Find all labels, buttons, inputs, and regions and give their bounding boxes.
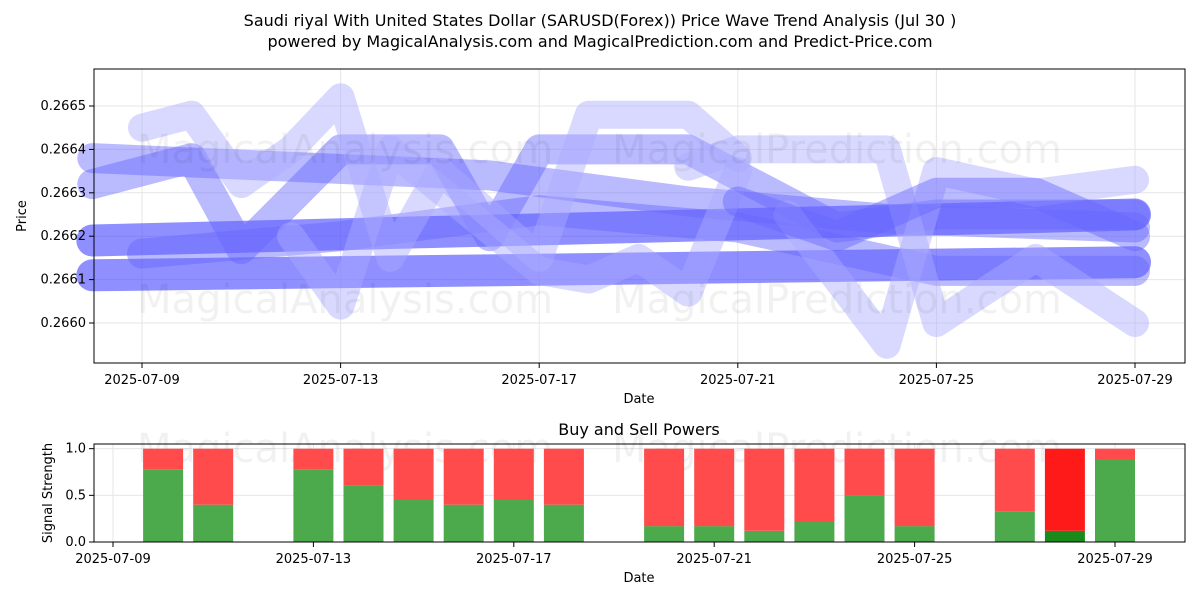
bar-x-tick-label: 2025-07-29 — [1077, 552, 1153, 567]
price-y-tick-label: 0.2665 — [41, 99, 87, 114]
buy-bar — [1044, 530, 1085, 542]
sell-bar — [744, 448, 785, 531]
sell-bar — [894, 448, 935, 527]
watermark-bottom-left: MagicalAnalysis.com — [137, 277, 553, 323]
price-wave-wave-1 — [76, 198, 1151, 257]
price-y-tick-label: 0.2663 — [41, 186, 87, 201]
price-axes: 2025-07-09 2025-07-13 2025-07-17 2025-07-21… — [41, 99, 1173, 388]
chart-subtitle: powered by MagicalAnalysis.com and Magic… — [267, 32, 932, 51]
bar-axes: 2025-07-09 2025-07-13 2025-07-17 2025-07-21… — [65, 442, 1152, 567]
sell-bar — [443, 448, 484, 505]
price-x-tick-label: 2025-07-25 — [899, 373, 975, 388]
sell-bar — [193, 448, 234, 505]
sell-bar — [343, 448, 384, 486]
watermark-bottom-right: MagicalPrediction.com — [612, 277, 1062, 323]
bar-x-tick-label: 2025-07-21 — [676, 552, 752, 567]
buy-bar — [143, 469, 184, 542]
buy-bar — [844, 495, 885, 542]
bar-y-tick-label: 0.0 — [65, 535, 86, 550]
sell-bar — [493, 448, 534, 500]
price-wave-wave-3 — [77, 134, 1150, 265]
price-plot-frame — [93, 68, 1186, 364]
bar-watermarks: MagicalAnalysis.com MagicalPrediction.co… — [137, 426, 1062, 472]
price-y-tick-label: 0.2660 — [41, 316, 87, 331]
bar-x-tick-label: 2025-07-17 — [476, 552, 552, 567]
sell-bar — [994, 448, 1035, 512]
buy-bar — [994, 511, 1035, 542]
bar-x-tick-label: 2025-07-13 — [276, 552, 352, 567]
watermark-bar-right: MagicalPrediction.com — [612, 426, 1062, 472]
price-x-axis-label: Date — [623, 392, 654, 407]
price-wave-wave-6 — [128, 83, 752, 272]
price-x-tick-label: 2025-07-29 — [1097, 373, 1173, 388]
bar-y-tick-label: 1.0 — [65, 442, 86, 457]
price-wave-wave-5 — [127, 195, 1150, 286]
buy-bar — [1095, 458, 1135, 542]
buy-bar — [393, 500, 434, 542]
watermark-top-right: MagicalPrediction.com — [612, 127, 1062, 173]
bar-series — [143, 448, 1135, 542]
buy-bar — [894, 526, 935, 542]
price-x-tick-label: 2025-07-21 — [700, 373, 776, 388]
bar-chart-title: Buy and Sell Powers — [558, 420, 720, 439]
price-x-tick-label: 2025-07-09 — [104, 373, 180, 388]
price-x-tick-label: 2025-07-13 — [303, 373, 379, 388]
bar-x-tick-label: 2025-07-09 — [75, 552, 151, 567]
buy-bar — [193, 504, 234, 542]
sell-bar — [293, 448, 334, 470]
price-x-tick-label: 2025-07-17 — [501, 373, 577, 388]
sell-bar — [644, 448, 685, 527]
sell-bar — [844, 448, 885, 496]
price-wave-wave-8 — [674, 135, 1149, 337]
buy-bar — [794, 521, 835, 542]
bar-x-axis-label: Date — [623, 571, 654, 586]
sell-bar — [794, 448, 835, 522]
buy-bar — [543, 504, 584, 542]
price-waves — [76, 83, 1151, 359]
price-wave-wave-4 — [77, 143, 1150, 243]
buy-bar — [493, 500, 534, 542]
buy-bar — [443, 504, 484, 542]
sell-bar — [1044, 448, 1085, 531]
watermark-top-left: MagicalAnalysis.com — [137, 127, 553, 173]
sell-bar — [1095, 448, 1135, 459]
price-wave-wave-9 — [773, 157, 1149, 359]
price-wave-wave-2 — [76, 246, 1151, 292]
buy-bar — [694, 526, 735, 542]
buy-bar — [293, 469, 334, 542]
price-watermarks: MagicalAnalysis.com MagicalPrediction.co… — [137, 127, 1062, 323]
buy-bar — [343, 485, 384, 542]
bar-y-tick-label: 0.5 — [65, 488, 86, 503]
price-wave-wave-7 — [277, 135, 752, 320]
buy-bar — [644, 526, 685, 542]
chart-title: Saudi riyal With United States Dollar (S… — [244, 11, 957, 30]
bar-y-axis-label: Signal Strength — [41, 443, 56, 543]
price-y-axis-label: Price — [15, 200, 30, 232]
sell-bar — [694, 448, 735, 527]
price-y-tick-label: 0.2661 — [41, 273, 87, 288]
price-wave-wave-10 — [722, 177, 1150, 252]
sell-bar — [543, 448, 584, 505]
price-y-tick-label: 0.2664 — [41, 142, 87, 157]
sell-bar — [143, 448, 184, 470]
price-y-tick-label: 0.2662 — [41, 229, 87, 244]
sell-bar — [393, 448, 434, 500]
buy-bar — [744, 530, 785, 542]
bar-x-tick-label: 2025-07-25 — [877, 552, 953, 567]
bar-plot-frame — [93, 443, 1186, 543]
